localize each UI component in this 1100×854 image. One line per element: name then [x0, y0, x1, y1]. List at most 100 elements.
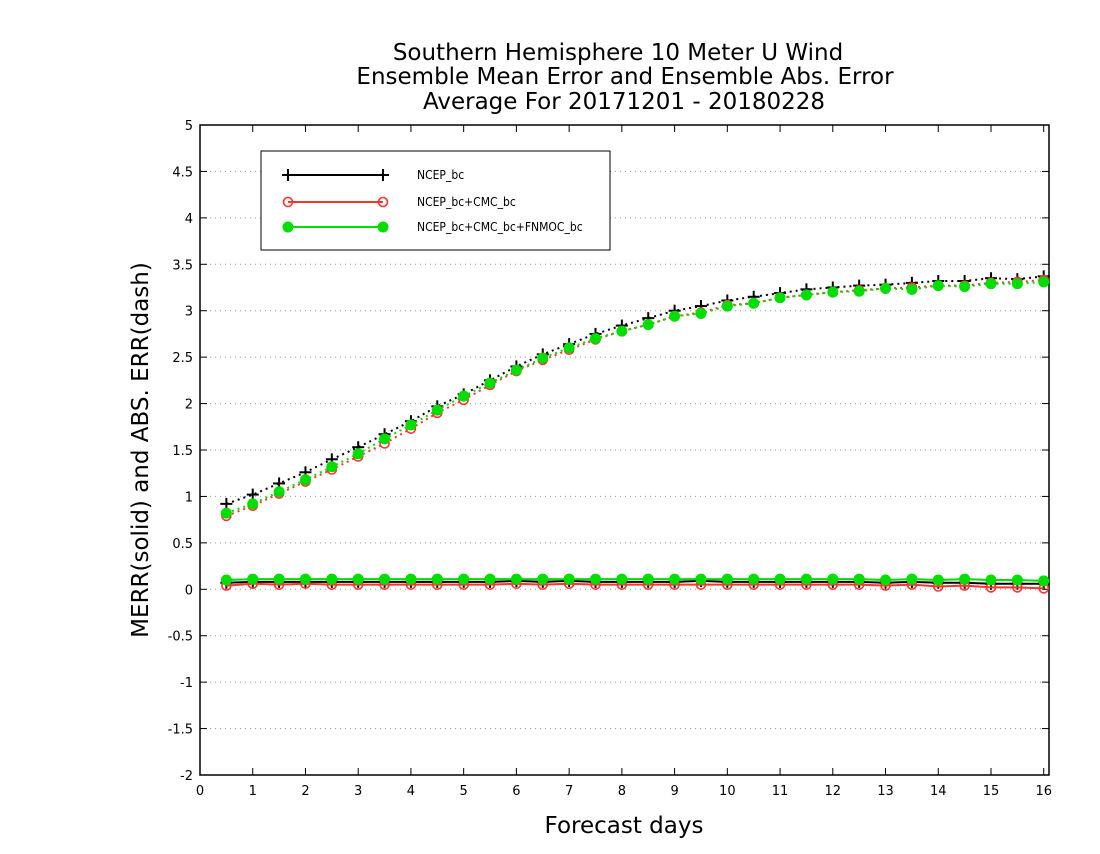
merr-line [226, 578, 1044, 582]
merr-point [458, 573, 470, 585]
abs-err-point [352, 448, 364, 460]
y-tick-label: 2 [185, 398, 193, 413]
y-axis-label: MERR(solid) and ABS. ERR(dash) [128, 262, 154, 638]
x-tick-label: 16 [1035, 784, 1052, 799]
x-axis-label: Forecast days [545, 813, 704, 839]
y-tick-label: -2 [180, 769, 193, 784]
x-tick-label: 3 [354, 784, 362, 799]
merr-point [748, 573, 760, 585]
x-tick-label: 5 [460, 784, 468, 799]
legend-label: NCEP_bc+CMC_bc [417, 195, 516, 209]
abs-err-point [800, 289, 812, 301]
merr-point [563, 573, 575, 585]
legend-entry-0: NCEP_bc [282, 168, 464, 182]
abs-err-point [563, 342, 575, 354]
abs-err-point [1038, 276, 1050, 288]
abs-err-point [774, 292, 786, 304]
legend-marker-right [377, 169, 389, 181]
y-tick-label: 4.5 [172, 165, 193, 180]
chart-title-line-3: Average For 20171201 - 20180228 [423, 89, 825, 115]
abs-err-point [853, 285, 865, 297]
abs-err-point [1011, 278, 1023, 290]
merr-point [721, 573, 733, 585]
legend-marker-left [282, 221, 294, 233]
legend-marker-right [377, 221, 389, 233]
abs-err-point [273, 486, 285, 498]
x-tick-label: 4 [407, 784, 415, 799]
merr-point [299, 573, 311, 585]
series-0 [220, 270, 1050, 590]
merr-point [906, 573, 918, 585]
merr-point [642, 573, 654, 585]
legend-box [260, 150, 611, 251]
y-tick-label: 0 [185, 583, 193, 598]
abs-err-point [247, 498, 259, 510]
merr-point [959, 573, 971, 585]
series-lines [220, 270, 1050, 594]
y-tick-label: 3.5 [172, 258, 193, 273]
abs-err-point [431, 404, 443, 416]
chart-title-line-1: Southern Hemisphere 10 Meter U Wind [393, 40, 843, 66]
x-tick-label: 13 [877, 784, 894, 799]
y-tick-label: 1.5 [172, 444, 193, 459]
merr-point [484, 573, 496, 585]
y-tick-label: -1.5 [168, 723, 193, 738]
legend-marker-left [282, 196, 294, 208]
legend-marker-right [377, 196, 389, 208]
merr-point [800, 573, 812, 585]
merr-point [827, 573, 839, 585]
abs-err-point [906, 283, 918, 295]
x-tick-label: 11 [772, 784, 789, 799]
x-tick-label: 1 [249, 784, 257, 799]
x-tick-label: 15 [983, 784, 1000, 799]
merr-point [273, 573, 285, 585]
abs-err-point [458, 390, 470, 402]
abs-err-point [299, 474, 311, 486]
merr-point [510, 573, 522, 585]
merr-point [616, 573, 628, 585]
chart-title: Southern Hemisphere 10 Meter U Wind Ense… [356, 40, 894, 115]
abs-err-point [932, 280, 944, 292]
merr-point [880, 574, 892, 586]
series-1 [221, 274, 1050, 594]
merr-point [695, 573, 707, 585]
y-tick-label: 1 [185, 490, 193, 505]
abs-err-point [326, 461, 338, 473]
x-tick-label: 2 [301, 784, 309, 799]
x-tick-label: 6 [512, 784, 520, 799]
abs-err-point [695, 308, 707, 319]
merr-point [379, 573, 391, 585]
merr-point [431, 573, 443, 585]
merr-point [405, 573, 417, 585]
x-tick-label: 9 [670, 784, 678, 799]
abs-err-point [220, 507, 232, 519]
x-tick-label: 8 [618, 784, 626, 799]
y-tick-label: 5 [185, 119, 193, 134]
x-tick-label: 7 [565, 784, 573, 799]
merr-point [932, 574, 944, 586]
merr-point [774, 573, 786, 585]
abs-err-point [669, 310, 681, 322]
y-tick-label: 3 [185, 305, 193, 320]
merr-point [853, 573, 865, 585]
merr-point [1038, 575, 1050, 587]
merr-line [226, 582, 1044, 590]
x-tick-label: 10 [719, 784, 736, 799]
abs-err-point [379, 433, 391, 445]
merr-point [537, 573, 549, 585]
abs-err-point [827, 286, 839, 298]
merr-point [326, 573, 338, 585]
merr-point [220, 574, 232, 586]
abs-err-point [959, 281, 971, 293]
merr-line [226, 579, 1044, 585]
merr-point [669, 573, 681, 585]
y-tick-label: 2.5 [172, 351, 193, 366]
legend: NCEP_bc NCEP_bc+CMC_bc NCEP_bc+CMC_bc+FNMO… [260, 150, 611, 251]
merr-point [985, 574, 997, 586]
abs-err-line [226, 279, 1044, 517]
abs-err-point [985, 278, 997, 290]
merr-point [352, 573, 364, 585]
abs-err-point [589, 333, 601, 345]
merr-point [247, 573, 259, 585]
